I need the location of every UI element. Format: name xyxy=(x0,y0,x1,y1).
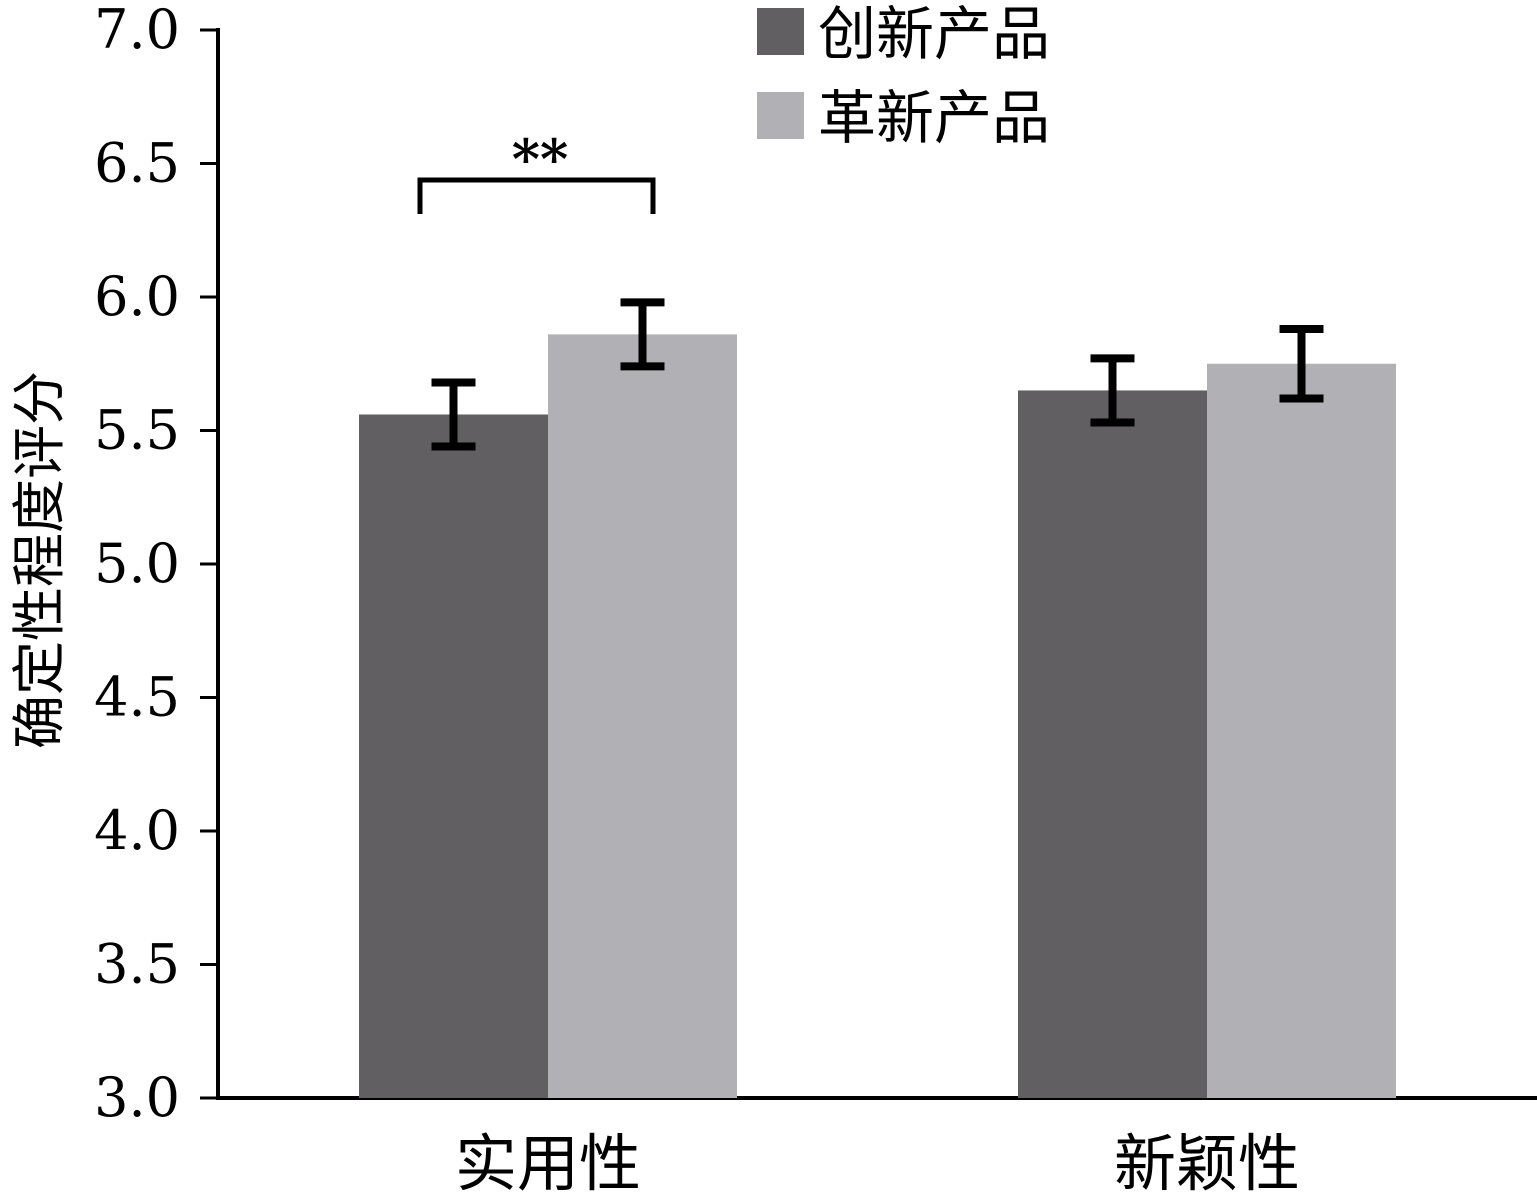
legend-swatch xyxy=(757,92,804,139)
bar xyxy=(548,334,737,1098)
y-tick-label: 4.0 xyxy=(94,799,180,862)
y-axis-label: 确定性程度评分 xyxy=(8,371,71,749)
legend-label: 革新产品 xyxy=(818,84,1050,152)
y-tick-label: 3.0 xyxy=(94,1066,180,1129)
y-tick-label: 6.5 xyxy=(94,132,180,195)
y-tick-label: 3.5 xyxy=(94,933,180,996)
legend-swatch xyxy=(757,8,804,55)
x-tick-label: 新颖性 xyxy=(1114,1127,1300,1194)
bar xyxy=(1207,363,1396,1098)
bar xyxy=(1018,390,1207,1098)
y-tick-label: 7.0 xyxy=(94,0,180,61)
legend-label: 创新产品 xyxy=(818,0,1050,68)
y-tick-label: 5.5 xyxy=(94,399,180,462)
significance-label: ** xyxy=(512,127,568,191)
x-tick-label: 实用性 xyxy=(455,1127,641,1194)
bar xyxy=(359,414,548,1099)
y-tick-label: 6.0 xyxy=(94,265,180,328)
significance-bracket xyxy=(417,177,656,214)
y-tick-label: 5.0 xyxy=(94,532,180,595)
y-tick-label: 4.5 xyxy=(94,666,180,729)
